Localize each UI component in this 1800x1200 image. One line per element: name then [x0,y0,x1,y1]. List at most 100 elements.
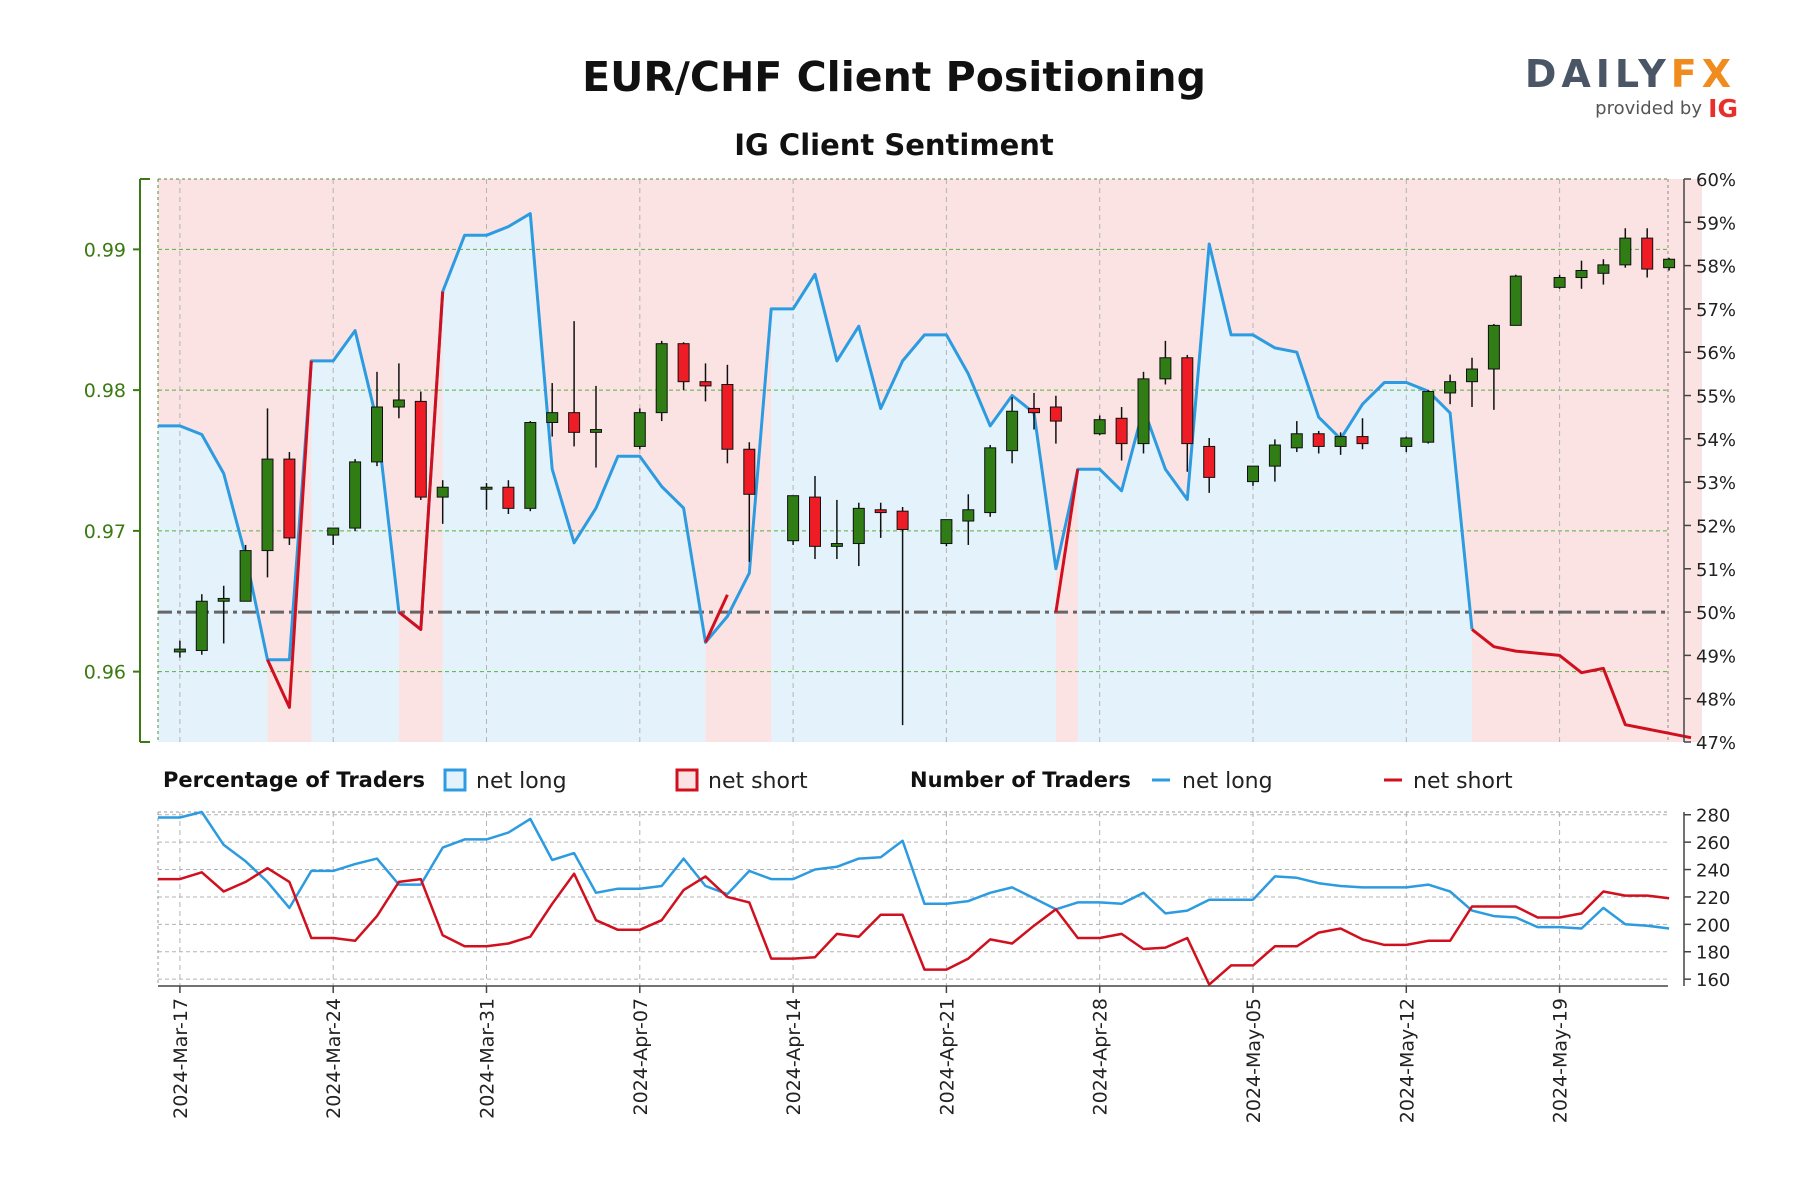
date-tick-label: 2024-Mar-24 [323,998,345,1119]
legend-count-short-label: net short [1413,769,1513,794]
percent-tick-label: 56% [1696,343,1736,364]
candle-down [1049,395,1062,444]
x-axis-date-labels: 2024-Mar-17 2024-Mar-24 2024-Mar-31 2024-Ap… [170,986,1572,1123]
percent-tick-label: 57% [1696,300,1736,321]
percent-tick-label: 49% [1696,646,1736,667]
candle-up [1006,397,1019,464]
candle-up [1400,436,1413,453]
date-tick-label: 2024-May-05 [1243,998,1265,1123]
candle-body [1028,407,1040,414]
candle-body [743,448,756,495]
percent-tick-label: 52% [1696,516,1736,537]
candle-body [1597,264,1610,274]
candle-body [1247,465,1259,483]
candle-up [436,480,449,524]
candle-up [1619,228,1632,268]
short-area [158,179,1472,660]
candle-body [852,507,865,545]
count-tick-label: 280 [1696,806,1730,827]
candle-body [1181,357,1194,445]
candle-body [1049,406,1062,422]
candle-body [217,597,230,602]
candle-up [371,371,383,467]
candle-body [633,412,646,447]
percent-tick-label: 47% [1696,733,1736,754]
candle-up [173,640,186,658]
candle-down [1203,437,1216,493]
candle-up [1247,465,1259,486]
candle-body [1641,237,1654,270]
bottom-panel-axes: 160 180 200 220 240 260 280 [158,806,1730,991]
candle-up [984,445,997,517]
net-short-percent-line [704,594,729,644]
percent-tick-label: 48% [1696,690,1736,711]
candle-up [787,495,800,545]
count-tick-label: 160 [1696,970,1730,991]
candle-down [1356,418,1369,450]
candle-down [699,363,712,402]
candle-up [590,385,602,468]
candle-down [1312,430,1325,454]
candle-body [874,509,887,514]
candle-up [1290,421,1303,453]
chart-title: EUR/CHF Client Positioning [582,53,1206,101]
count-lines [158,810,1670,986]
candle-body [699,381,712,387]
candle-up [962,494,975,545]
candle-up [327,527,340,545]
candle-up [1268,439,1281,482]
percent-tick-label: 51% [1696,560,1736,581]
price-tick-label: 0.97 [84,521,126,543]
candle-up [1093,415,1106,436]
candle-body [1312,433,1325,447]
dailyfx-logo: DAILYFX provided by IG [1525,52,1738,123]
candle-up [1597,259,1610,285]
candle-down [283,452,296,545]
candle-up [1466,357,1478,408]
logo-ig: IG [1708,94,1738,123]
candle-body [1334,436,1347,447]
count-tick-label: 260 [1696,833,1730,854]
candle-body [1290,433,1303,449]
candle-body [1400,437,1413,447]
candle-up [195,594,208,655]
candle-up [1137,371,1150,454]
candle-body [896,510,909,530]
percent-tick-label: 58% [1696,257,1736,278]
candle-up [1422,390,1435,444]
candle-up [261,408,274,578]
percent-tick-label: 50% [1696,603,1736,624]
candle-up [633,408,646,450]
count-tick-label: 240 [1696,861,1730,882]
legend: Percentage of Traders net long net short… [163,768,1513,794]
candle-body [1466,368,1478,383]
date-tick-label: 2024-Apr-14 [783,998,805,1115]
candle-down [743,442,756,562]
candle-up [1159,340,1172,385]
net-short-count-line [158,866,1670,986]
legend-net-long-swatch [443,768,467,792]
candle-up [217,585,230,644]
candle-down [414,391,427,500]
candle-up [546,383,559,437]
candle-body [392,399,405,408]
candle-up [1663,257,1676,271]
candle-body [1444,381,1457,394]
percent-tick-label: 53% [1696,473,1736,494]
candle-body [414,400,427,498]
legend-net-short-label: net short [708,769,808,794]
candle-body [239,550,252,602]
candle-body [721,383,734,450]
candle-body [1509,275,1522,326]
candle-body [1159,357,1172,380]
candle-body [173,648,186,653]
top-panel-axes: 0.96 0.97 0.98 0.99 47% 48% 49% 50% 51% 52% 53% 54%… [84,170,1736,754]
date-tick-label: 2024-Apr-21 [936,998,958,1115]
candle-body [590,429,602,433]
candle-up [1334,432,1347,455]
candle-up [655,340,668,422]
date-tick-label: 2024-Mar-31 [477,998,499,1119]
candle-body [546,412,559,423]
date-tick-label: 2024-May-19 [1550,998,1572,1123]
